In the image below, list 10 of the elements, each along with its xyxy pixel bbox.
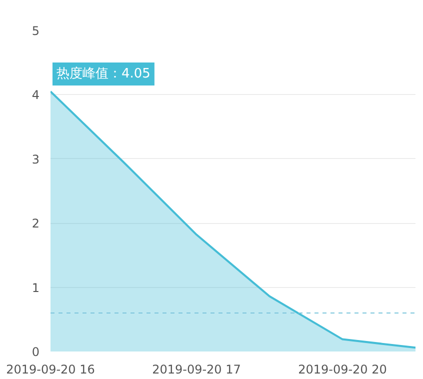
annotation: 热度峰值：4.05 [56,65,150,82]
y-tick-label: 1 [32,280,40,295]
x-tick-label: 2019-09-20 20 [298,362,387,376]
y-tick-label: 0 [32,345,40,359]
x-tick-label: 2019-09-20 17 [152,362,241,376]
y-tick-label: 3 [32,152,40,166]
y-tick-label: 4 [32,88,40,102]
y-tick-label: 2 [32,216,40,231]
x-tick-label: 2019-09-20 16 [6,362,95,376]
y-tick-label: 5 [32,24,40,38]
